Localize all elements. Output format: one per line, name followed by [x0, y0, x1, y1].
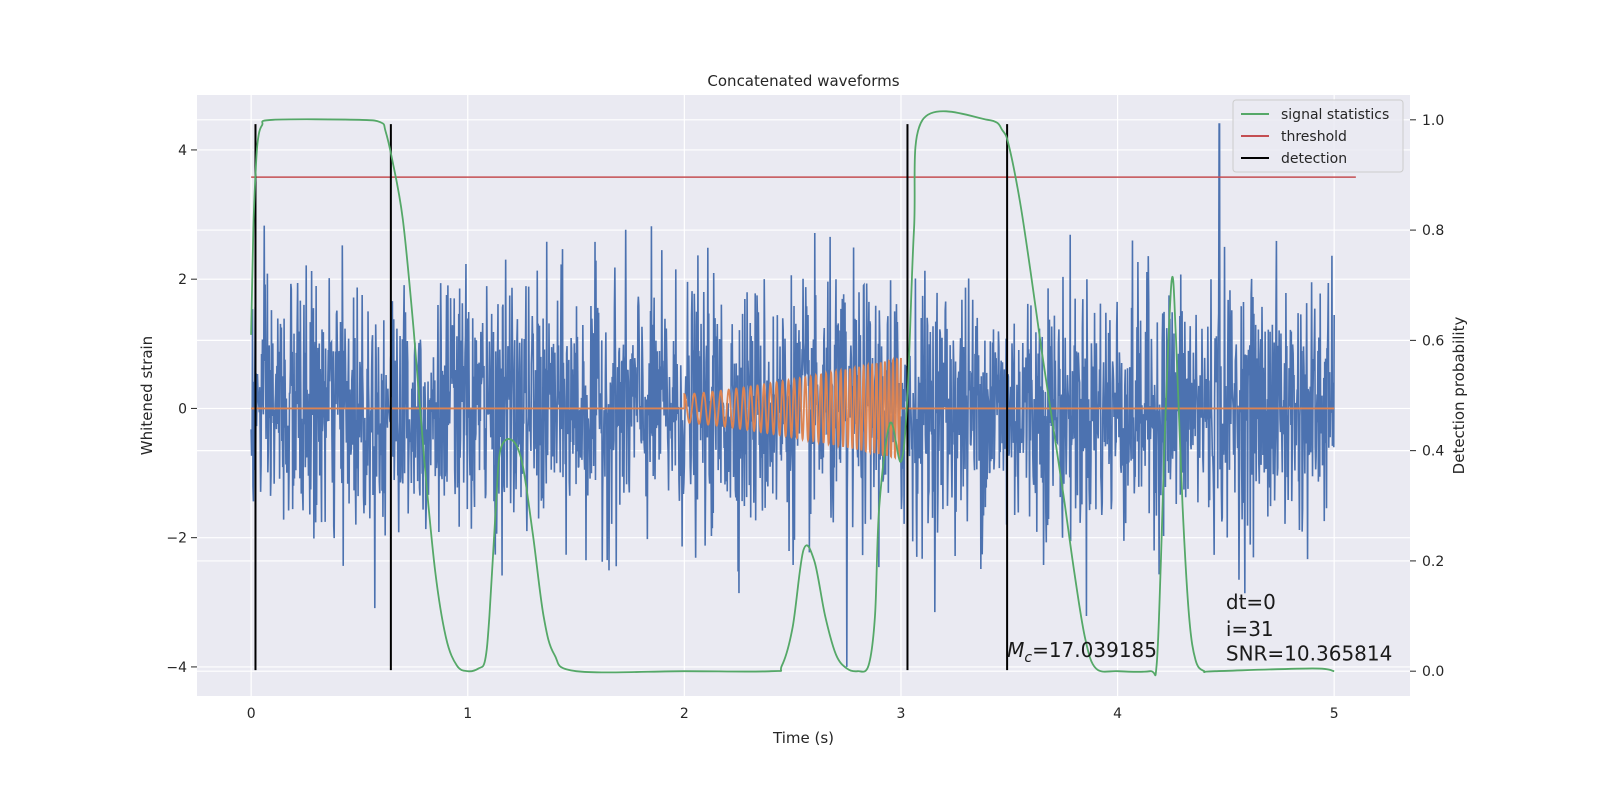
x-tick-label: 0	[247, 706, 256, 722]
x-tick-label: 1	[463, 706, 472, 722]
y-axis-label-left: Whitened strain	[138, 336, 156, 455]
y-tick-label: 4	[178, 143, 187, 159]
y-right-tick-label: 0.0	[1422, 664, 1444, 680]
grid	[197, 95, 1410, 696]
legend: signal statistics threshold detection	[1232, 99, 1404, 173]
y-right-tick-label: 0.6	[1422, 333, 1444, 349]
legend-label: threshold	[1281, 129, 1347, 145]
y-axis-label-right: Detection probability	[1450, 317, 1468, 475]
chirp-mass-subscript: c	[1024, 650, 1032, 666]
snr-annotation: SNR=10.365814	[1226, 641, 1392, 665]
annotations: Mc=17.039185 dt=0 i=31 SNR=10.365814	[1007, 590, 1392, 666]
x-tick-label: 3	[897, 706, 906, 722]
y-right-tick-label: 1.0	[1422, 113, 1444, 129]
waveform-series-line	[251, 356, 1335, 460]
index-annotation: i=31	[1226, 617, 1274, 641]
x-tick-label: 5	[1330, 706, 1339, 722]
y-axis-left: −4 −2 0 2 4	[166, 143, 197, 676]
signal-statistics-line	[250, 110, 1335, 677]
x-axis: 0 1 2 3 4 5	[247, 706, 1339, 722]
legend-frame	[1232, 99, 1404, 173]
x-axis-label: Time (s)	[772, 729, 834, 747]
y-right-tick-label: 0.8	[1422, 223, 1444, 239]
y-tick-label: 2	[178, 272, 187, 288]
chirp-mass-symbol: M	[1007, 638, 1024, 662]
y-axis-right: 0.0 0.2 0.4 0.6 0.8 1.0	[1410, 113, 1444, 680]
legend-label: signal statistics	[1281, 107, 1389, 123]
x-tick-label: 4	[1113, 706, 1122, 722]
legend-label: detection	[1281, 151, 1347, 167]
chart-title: Concatenated waveforms	[707, 72, 899, 90]
chirp-mass-annotation: Mc=17.039185	[1007, 638, 1157, 666]
noise-series-line	[250, 123, 1335, 667]
dt-annotation: dt=0	[1226, 590, 1276, 614]
y-right-tick-label: 0.2	[1422, 554, 1444, 570]
y-tick-label: −4	[166, 660, 187, 676]
plot-content	[250, 110, 1356, 677]
chirp-mass-value: =17.039185	[1032, 638, 1157, 662]
y-tick-label: 0	[178, 401, 187, 417]
x-tick-label: 2	[680, 706, 689, 722]
y-tick-label: −2	[166, 531, 187, 547]
y-right-tick-label: 0.4	[1422, 444, 1444, 460]
